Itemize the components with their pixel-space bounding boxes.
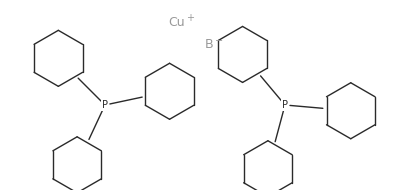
Text: −: − (215, 36, 223, 46)
Text: Cu: Cu (168, 16, 185, 28)
Text: B: B (205, 39, 214, 51)
Text: +: + (186, 13, 194, 23)
Text: P: P (282, 100, 288, 110)
Text: P: P (102, 100, 108, 110)
